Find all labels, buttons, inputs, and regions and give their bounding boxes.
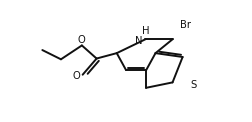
Text: S: S: [190, 80, 197, 90]
Text: N: N: [135, 36, 142, 46]
Text: Br: Br: [180, 20, 191, 30]
Text: O: O: [73, 71, 80, 81]
Text: H: H: [142, 26, 150, 36]
Text: O: O: [78, 35, 86, 45]
